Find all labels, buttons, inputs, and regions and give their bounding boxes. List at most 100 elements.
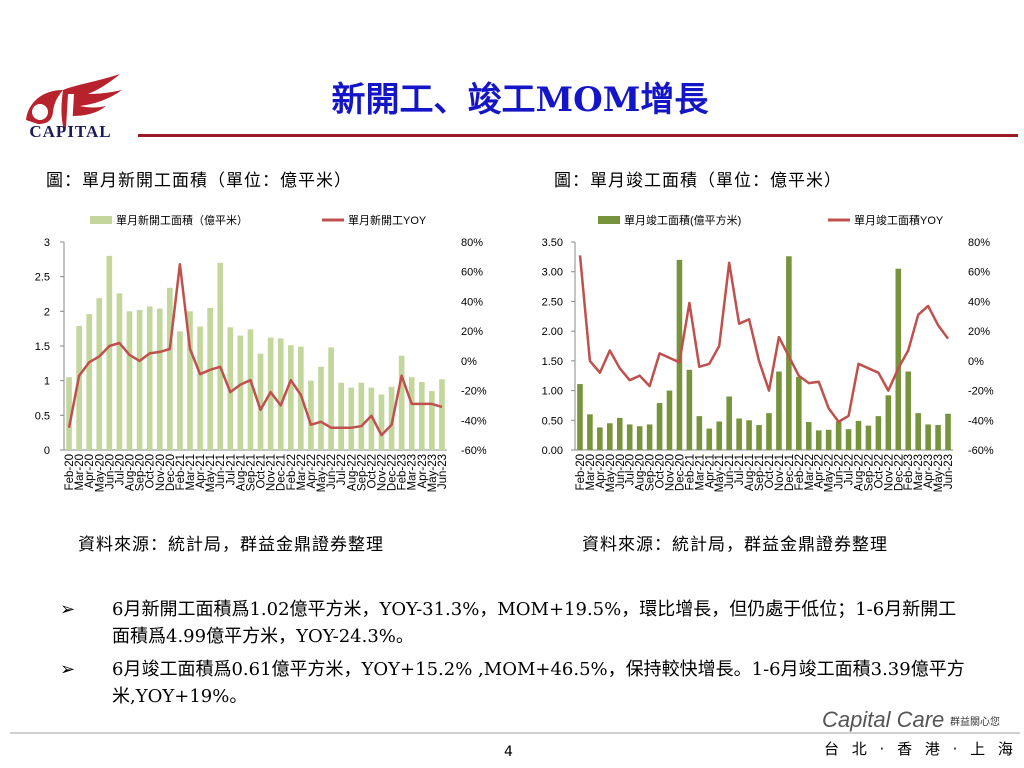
y-tick-label: 1.00	[542, 386, 563, 398]
bar	[905, 371, 912, 450]
x-tick-label: Jun-21	[215, 454, 227, 489]
title-divider	[138, 134, 1018, 137]
x-tick-label: Apr-23	[923, 454, 935, 489]
bar	[398, 355, 405, 450]
legend-bar-swatch	[598, 216, 620, 224]
bar	[358, 382, 365, 450]
x-tick-label: Nov-20	[155, 454, 167, 491]
bar	[227, 327, 234, 450]
bar	[815, 430, 822, 450]
bar	[805, 422, 812, 450]
bar	[96, 298, 103, 450]
bar	[945, 413, 951, 450]
x-tick-label: Feb-23	[903, 454, 915, 490]
x-tick-label: Mar-23	[407, 454, 419, 490]
x-tick-label: Apr-21	[704, 454, 716, 489]
bar	[915, 413, 921, 450]
page-number: 4	[504, 744, 513, 760]
x-tick-label: Feb-22	[794, 454, 806, 490]
bar	[207, 307, 213, 450]
x-tick-label: May-22	[824, 454, 836, 492]
chart-left-caption: 圖：單月新開工面積（單位：億平米）	[46, 171, 352, 191]
x-tick-label: May-20	[605, 454, 617, 492]
bar	[328, 347, 334, 450]
x-tick-label: Jun-23	[943, 454, 955, 489]
brand-tagline: 群益關心您	[950, 715, 1000, 728]
x-tick-label: Jul-22	[844, 454, 856, 485]
y-tick-label: 3	[44, 237, 50, 249]
bar	[106, 255, 113, 450]
x-tick-label: Jun-22	[326, 454, 338, 489]
x-tick-label: Apr-20	[84, 454, 96, 489]
bullet-text: 6月竣工面積爲0.61億平方米，YOY+15.2% ,MOM+46.5%，保持較…	[112, 659, 965, 707]
bar	[439, 379, 445, 450]
bullet-list: ➢ 6月新開工面積爲1.02億平方米，YOY-31.3%，MOM+19.5%，環…	[60, 596, 970, 716]
x-tick-label: Apr-20	[595, 454, 607, 489]
x-tick-label: Dec-20	[674, 454, 686, 491]
legend-bar-label: 單月新開工面積（億平米）	[116, 213, 248, 227]
x-tick-label: Mar-23	[913, 454, 925, 490]
bar	[756, 425, 762, 450]
x-tick-label: Aug-21	[744, 454, 756, 491]
x-tick-label: Sep-21	[754, 454, 766, 491]
x-tick-label: May-20	[94, 454, 106, 492]
bar	[136, 309, 143, 450]
x-tick-label: May-21	[714, 454, 726, 492]
y-tick-label: 0	[44, 445, 50, 457]
bar	[577, 384, 583, 450]
x-tick-label: Jun-21	[724, 454, 736, 489]
arrow-bullet-icon: ➢	[60, 659, 76, 680]
y2-tick-label: -60%	[968, 445, 994, 457]
x-tick-label: Feb-21	[684, 454, 696, 490]
y2-tick-label: 40%	[461, 296, 483, 308]
bullet-item: ➢ 6月竣工面積爲0.61億平方米，YOY+15.2% ,MOM+46.5%，保…	[60, 656, 970, 710]
x-tick-label: Nov-21	[266, 454, 278, 491]
x-tick-label: Sep-22	[356, 454, 368, 491]
capital-care-brand: Capital Care 群益關心您	[822, 707, 1000, 732]
y2-tick-label: -60%	[461, 445, 487, 457]
x-tick-label: Jul-21	[225, 454, 237, 485]
bar	[825, 429, 832, 450]
x-tick-label: Sep-22	[863, 454, 875, 491]
x-tick-label: Oct-20	[655, 454, 667, 489]
bar	[247, 329, 254, 450]
bar	[167, 287, 173, 450]
y2-tick-label: 40%	[968, 296, 990, 308]
bar	[597, 427, 603, 450]
bar	[646, 424, 653, 450]
bar	[776, 371, 782, 450]
bullet-item: ➢ 6月新開工面積爲1.02億平方米，YOY-31.3%，MOM+19.5%，環…	[60, 596, 970, 650]
bar	[308, 380, 314, 450]
y2-tick-label: 20%	[968, 326, 990, 338]
bar	[865, 425, 872, 450]
bar	[845, 429, 852, 450]
y-tick-label: 3.50	[542, 237, 563, 249]
x-tick-label: Sep-20	[645, 454, 657, 491]
source-left: 資料來源：統計局，群益金鼎證券整理	[78, 535, 384, 555]
bar	[786, 256, 792, 450]
x-tick-label: Mar-22	[296, 454, 308, 490]
brand-name: Capital Care	[822, 707, 944, 732]
bar	[656, 403, 663, 450]
x-tick-label: Jun-23	[437, 454, 449, 489]
x-tick-label: May-21	[205, 454, 217, 492]
x-tick-label: Mar-21	[185, 454, 197, 490]
x-tick-label: Mar-20	[74, 454, 86, 490]
bar	[318, 366, 324, 450]
legend-bar-swatch	[90, 216, 112, 224]
x-tick-label: Jun-22	[834, 454, 846, 489]
bar	[607, 423, 613, 450]
bar	[855, 420, 862, 450]
bar	[885, 395, 892, 450]
bar	[348, 387, 355, 450]
bar	[156, 308, 163, 450]
bar	[146, 306, 153, 450]
capital-eagle-logo-icon	[26, 74, 122, 130]
bar	[418, 382, 425, 450]
x-tick-label: Dec-22	[893, 454, 905, 491]
x-tick-label: May-23	[933, 454, 945, 492]
bar	[429, 391, 435, 450]
legend-line-label: 單月新開工YOY	[348, 213, 427, 227]
x-tick-label: Sep-20	[135, 454, 147, 491]
bar	[766, 413, 772, 450]
